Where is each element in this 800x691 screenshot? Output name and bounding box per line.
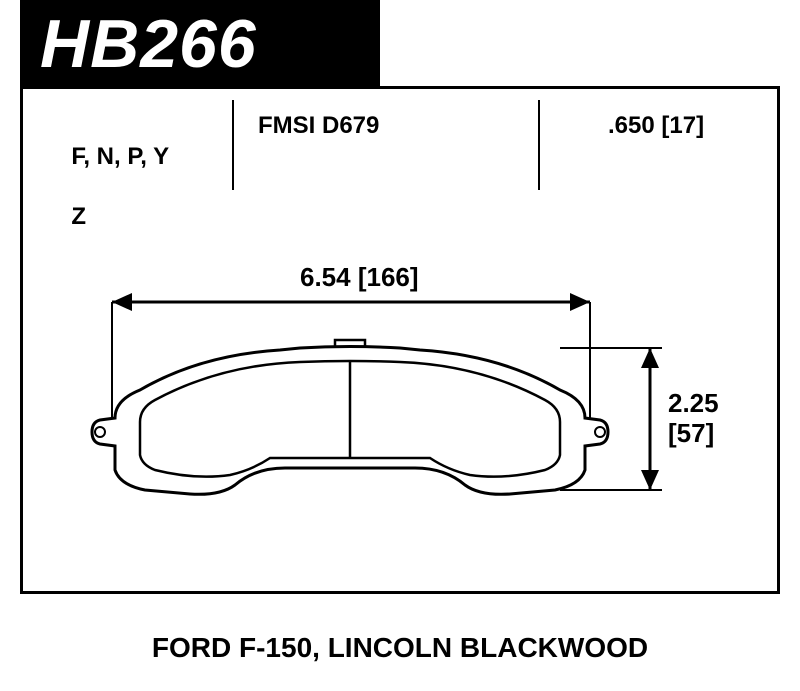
vehicle-application: FORD F-150, LINCOLN BLACKWOOD: [0, 632, 800, 664]
brake-pad-outline: [0, 0, 800, 691]
